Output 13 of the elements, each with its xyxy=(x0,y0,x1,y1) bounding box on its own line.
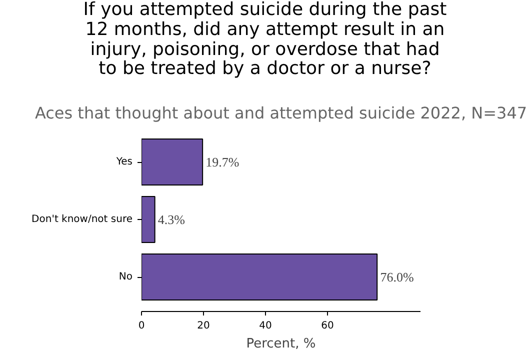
chart-subtitle: Aces that thought about and attempted suicide 2022, N=347 xyxy=(34,104,528,122)
x-tick-label: 20 xyxy=(197,320,210,332)
data-label: 19.7% xyxy=(206,154,240,170)
chart-title: If you attempted suicide during the past 12 months, did any attempt result in an injury, poisoning, or overdose that had to be treated by a doctor or a nurse? xyxy=(83,0,447,80)
y-tick-label: Yes xyxy=(115,156,133,168)
data-label: 76.0% xyxy=(380,270,414,284)
y-tick-label: Don't know/not sure xyxy=(32,214,133,225)
x-axis-title: Percent, % xyxy=(246,336,316,352)
y-tick-label: No xyxy=(118,272,133,282)
x-tick-label: 0 xyxy=(138,320,145,332)
x-tick-label: 40 xyxy=(259,320,272,332)
data-label: 4.3% xyxy=(158,212,186,227)
x-tick-label: 60 xyxy=(321,320,334,332)
